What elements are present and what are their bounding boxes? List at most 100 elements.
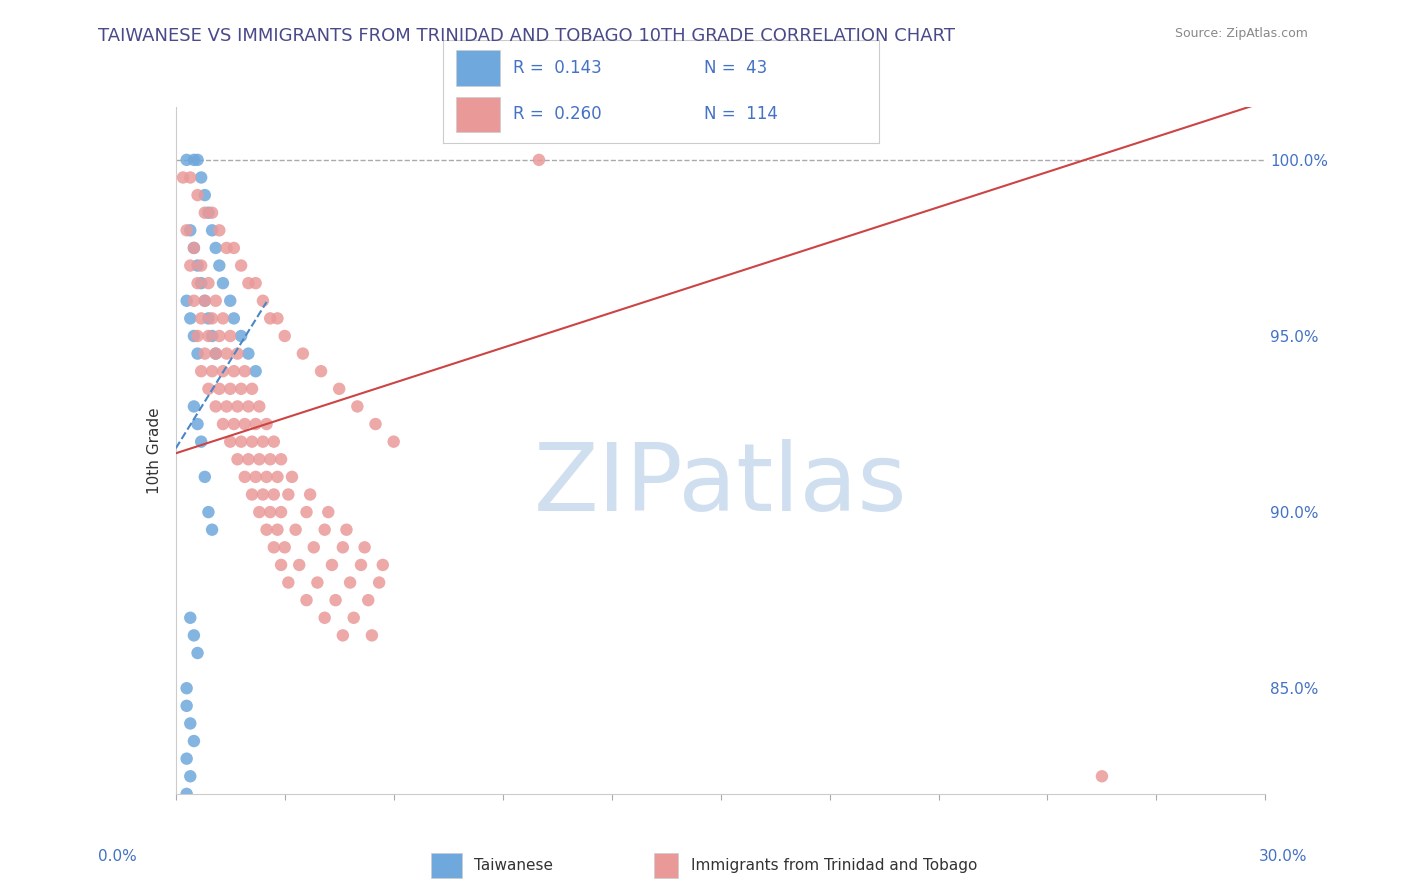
- Point: [252, 293, 274, 308]
- Point: [212, 417, 235, 431]
- Point: [176, 153, 198, 167]
- Point: [190, 311, 212, 326]
- Point: [219, 329, 242, 343]
- FancyBboxPatch shape: [456, 96, 499, 132]
- Text: N =  114: N = 114: [704, 105, 779, 123]
- Point: [307, 575, 329, 590]
- Point: [245, 470, 267, 484]
- Point: [252, 487, 274, 501]
- Point: [259, 505, 281, 519]
- Point: [284, 523, 307, 537]
- Point: [179, 311, 201, 326]
- Point: [266, 311, 288, 326]
- FancyBboxPatch shape: [654, 853, 678, 878]
- Text: R =  0.143: R = 0.143: [513, 59, 602, 77]
- Point: [238, 452, 260, 467]
- Point: [190, 434, 212, 449]
- Point: [183, 241, 205, 255]
- Point: [263, 434, 285, 449]
- Point: [339, 575, 361, 590]
- Point: [245, 364, 267, 378]
- Point: [353, 541, 375, 555]
- Point: [274, 541, 297, 555]
- Point: [240, 434, 263, 449]
- Point: [247, 505, 270, 519]
- Text: ZIPatlas: ZIPatlas: [534, 439, 907, 531]
- Point: [350, 558, 373, 572]
- Point: [212, 311, 235, 326]
- Point: [238, 276, 260, 290]
- Point: [176, 787, 198, 801]
- Point: [222, 364, 245, 378]
- Point: [186, 259, 209, 273]
- Point: [233, 470, 256, 484]
- Point: [343, 611, 366, 625]
- Point: [215, 400, 238, 414]
- Point: [245, 276, 267, 290]
- Point: [194, 293, 217, 308]
- Text: Source: ZipAtlas.com: Source: ZipAtlas.com: [1174, 27, 1308, 40]
- Text: R =  0.260: R = 0.260: [513, 105, 602, 123]
- Point: [172, 170, 194, 185]
- Point: [194, 188, 217, 202]
- Point: [197, 382, 219, 396]
- Point: [204, 346, 226, 360]
- Point: [190, 259, 212, 273]
- Point: [256, 523, 278, 537]
- Point: [190, 276, 212, 290]
- Point: [332, 628, 354, 642]
- Point: [277, 575, 299, 590]
- Point: [183, 241, 205, 255]
- Point: [219, 434, 242, 449]
- Point: [357, 593, 380, 607]
- Point: [238, 346, 260, 360]
- Point: [256, 470, 278, 484]
- Point: [295, 505, 318, 519]
- Point: [266, 470, 288, 484]
- Point: [314, 611, 336, 625]
- Point: [270, 505, 292, 519]
- Point: [183, 400, 205, 414]
- Point: [194, 346, 217, 360]
- Point: [318, 505, 340, 519]
- Point: [212, 364, 235, 378]
- Point: [277, 487, 299, 501]
- Point: [197, 205, 219, 219]
- Point: [197, 329, 219, 343]
- Point: [179, 170, 201, 185]
- Point: [231, 434, 253, 449]
- Point: [332, 541, 354, 555]
- Point: [179, 611, 201, 625]
- Point: [219, 293, 242, 308]
- Point: [194, 293, 217, 308]
- Point: [274, 329, 297, 343]
- Point: [231, 329, 253, 343]
- Point: [201, 364, 224, 378]
- Point: [204, 241, 226, 255]
- Point: [201, 205, 224, 219]
- Point: [176, 698, 198, 713]
- Point: [226, 346, 249, 360]
- Point: [325, 593, 347, 607]
- Point: [208, 223, 231, 237]
- Point: [201, 311, 224, 326]
- Point: [204, 293, 226, 308]
- Point: [368, 575, 391, 590]
- FancyBboxPatch shape: [430, 853, 461, 878]
- Point: [335, 523, 357, 537]
- Point: [179, 223, 201, 237]
- Point: [186, 153, 209, 167]
- Point: [346, 400, 368, 414]
- Point: [222, 417, 245, 431]
- Point: [186, 276, 209, 290]
- Point: [266, 523, 288, 537]
- Point: [212, 276, 235, 290]
- Point: [281, 470, 304, 484]
- Point: [259, 452, 281, 467]
- Point: [270, 558, 292, 572]
- Point: [1091, 769, 1114, 783]
- Point: [256, 417, 278, 431]
- Point: [302, 541, 325, 555]
- Point: [238, 400, 260, 414]
- Point: [186, 329, 209, 343]
